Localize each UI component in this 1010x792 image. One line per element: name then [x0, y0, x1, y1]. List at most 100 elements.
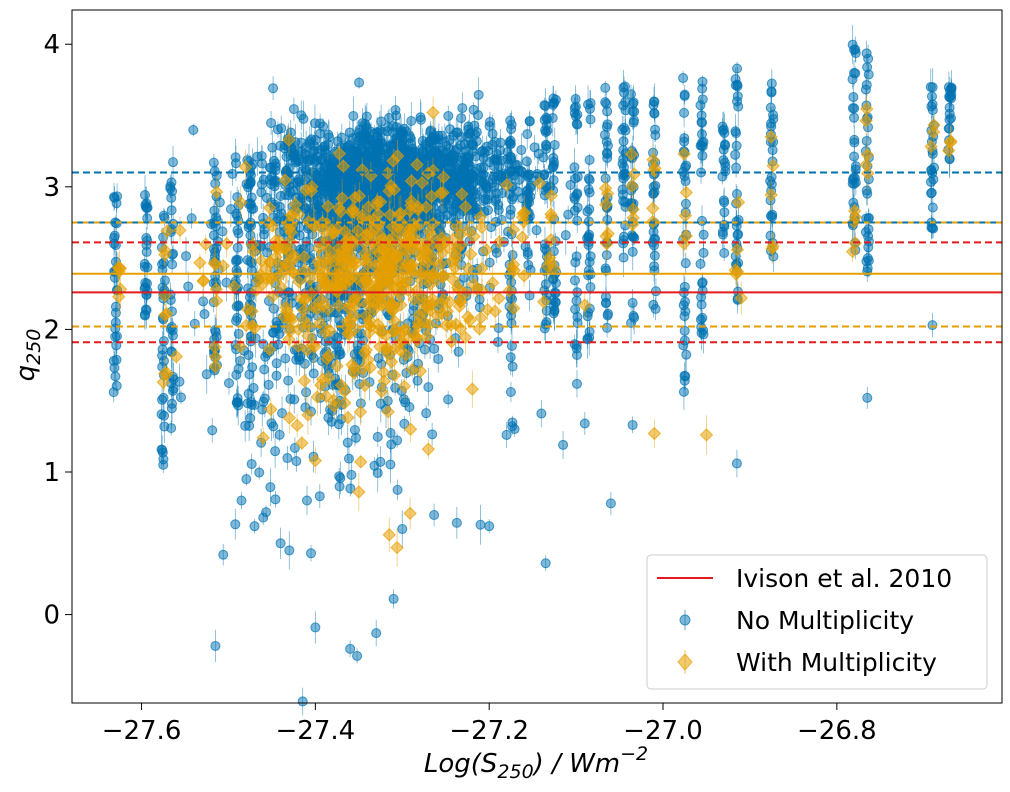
plot-area: [71, 9, 1003, 716]
data-point: [850, 161, 861, 172]
data-point: [847, 39, 858, 50]
data-point: [306, 134, 317, 145]
data-point: [507, 361, 518, 372]
data-point: [698, 329, 709, 340]
data-point: [473, 89, 484, 100]
data-point: [627, 246, 638, 257]
data-point: [571, 295, 582, 306]
data-point: [542, 125, 553, 136]
data-point: [373, 353, 384, 364]
data-point: [861, 185, 872, 196]
data-point: [391, 110, 402, 121]
data-point: [718, 124, 729, 135]
data-point: [233, 363, 244, 374]
data-point: [571, 378, 582, 389]
data-point: [582, 233, 593, 244]
data-point: [720, 140, 731, 151]
data-point: [441, 199, 452, 210]
data-point: [618, 136, 629, 147]
data-point: [168, 157, 179, 168]
data-point: [767, 145, 778, 156]
data-point: [140, 310, 151, 321]
data-point: [732, 63, 743, 74]
data-point: [288, 104, 299, 115]
data-point: [516, 145, 527, 156]
data-point: [451, 200, 462, 211]
data-point: [696, 292, 707, 303]
data-point: [650, 286, 661, 297]
data-point: [539, 114, 550, 125]
data-point: [861, 135, 872, 146]
data-point: [861, 48, 872, 59]
data-point: [199, 309, 210, 320]
data-point: [697, 312, 708, 323]
data-point: [509, 424, 520, 435]
data-point: [585, 114, 596, 125]
data-point: [565, 179, 576, 190]
data-point: [582, 206, 593, 217]
data-point: [315, 118, 326, 129]
data-point: [415, 114, 426, 125]
data-point: [649, 250, 660, 261]
data-point: [397, 135, 408, 146]
data-point: [505, 352, 516, 363]
data-point: [482, 205, 493, 216]
data-point: [433, 353, 444, 364]
data-point: [186, 213, 197, 224]
data-point: [570, 257, 581, 268]
data-point: [348, 110, 359, 121]
data-point: [158, 336, 169, 347]
data-point: [142, 213, 153, 224]
data-point: [730, 149, 741, 160]
data-point: [768, 109, 779, 120]
data-point: [679, 311, 690, 322]
data-point: [583, 265, 594, 276]
data-point: [927, 202, 938, 213]
data-point: [139, 190, 150, 201]
data-point: [532, 168, 543, 179]
data-point: [602, 322, 613, 333]
data-point: [524, 116, 535, 127]
data-point: [697, 94, 708, 105]
data-point: [183, 281, 194, 292]
data-point: [233, 300, 244, 311]
data-point: [863, 231, 874, 242]
data-point: [232, 242, 243, 253]
data-point: [231, 256, 242, 267]
data-point: [695, 258, 706, 269]
data-point: [767, 211, 778, 222]
data-point: [584, 154, 595, 165]
data-point: [698, 229, 709, 240]
data-point: [649, 96, 660, 107]
data-point: [430, 133, 441, 144]
data-point: [678, 386, 689, 397]
data-point: [324, 184, 335, 195]
data-point: [944, 102, 955, 113]
data-point: [323, 139, 334, 150]
data-point: [719, 207, 730, 218]
data-point: [141, 233, 152, 244]
data-point: [549, 139, 560, 150]
data-point: [308, 146, 319, 157]
data-point: [569, 191, 580, 202]
data-point: [545, 181, 556, 192]
data-point: [650, 124, 661, 135]
data-point: [680, 162, 691, 173]
data-point: [719, 157, 730, 168]
data-point: [290, 155, 301, 166]
data-point: [602, 106, 613, 117]
data-point: [618, 252, 629, 263]
data-point: [698, 247, 709, 258]
data-point: [225, 204, 236, 215]
data-point: [439, 157, 450, 168]
data-point: [731, 140, 742, 151]
data-point: [679, 107, 690, 118]
data-point: [541, 139, 552, 150]
data-point: [601, 297, 612, 308]
data-point: [548, 161, 559, 172]
data-point: [425, 125, 436, 136]
data-point: [230, 152, 241, 163]
data-point: [731, 128, 742, 139]
data-point: [730, 74, 741, 85]
